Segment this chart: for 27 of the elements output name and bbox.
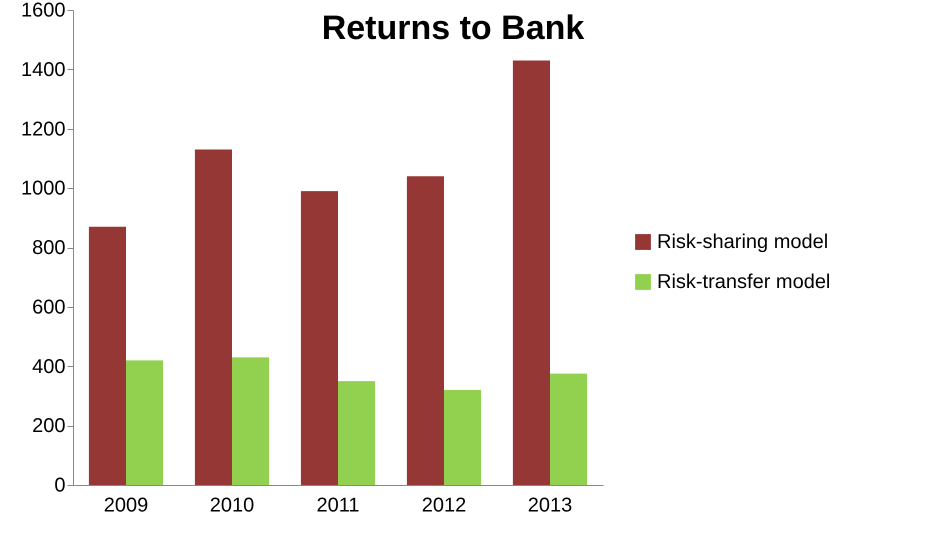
bar bbox=[512, 60, 550, 485]
bar bbox=[300, 191, 338, 485]
y-tick-label: 800 bbox=[32, 237, 66, 259]
bar bbox=[126, 360, 164, 485]
y-tick-label: 0 bbox=[54, 474, 66, 496]
y-tick-label: 600 bbox=[32, 296, 66, 318]
bar bbox=[88, 226, 126, 485]
bar bbox=[338, 381, 376, 485]
chart-title: Returns to Bank bbox=[322, 9, 584, 47]
x-tick-label: 2013 bbox=[528, 494, 572, 516]
legend-label: Risk-transfer model bbox=[657, 271, 830, 293]
bar bbox=[194, 150, 232, 485]
y-tick-label: 1600 bbox=[21, 0, 66, 22]
y-tick-label: 400 bbox=[32, 356, 66, 378]
y-tick-label: 1200 bbox=[21, 118, 66, 140]
y-tick-label: 200 bbox=[32, 415, 66, 438]
x-tick-label: 2012 bbox=[422, 494, 466, 516]
x-tick-label: 2009 bbox=[104, 494, 148, 516]
y-tick-label: 1000 bbox=[21, 178, 66, 200]
bar bbox=[406, 176, 444, 485]
bar bbox=[232, 357, 270, 485]
bar bbox=[444, 390, 482, 485]
x-tick-label: 2010 bbox=[210, 494, 254, 516]
x-tick-label: 2011 bbox=[316, 494, 360, 516]
legend-label: Risk-sharing model bbox=[657, 231, 828, 253]
y-tick-label: 1400 bbox=[21, 58, 66, 81]
bar bbox=[550, 374, 588, 485]
